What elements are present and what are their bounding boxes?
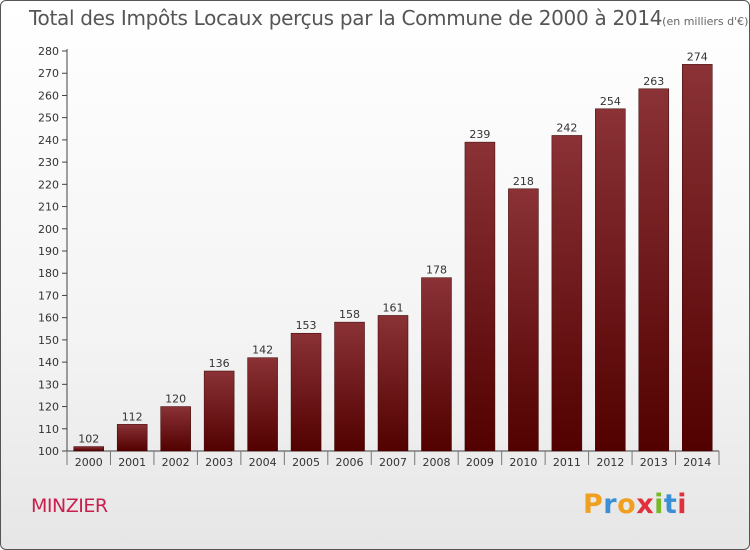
- x-tick-label-2011: 2011: [553, 456, 581, 469]
- logo-letter: t: [663, 489, 678, 520]
- data-label-2007: 161: [383, 301, 404, 314]
- x-tick-label-2005: 2005: [292, 456, 320, 469]
- bar-2012[interactable]: [595, 108, 626, 452]
- y-tick-label: 180: [38, 267, 59, 280]
- bar-2007[interactable]: [377, 315, 409, 452]
- x-tick-label-2006: 2006: [336, 456, 364, 469]
- bar-2006[interactable]: [334, 321, 365, 452]
- proxiti-logo[interactable]: Proxiti: [583, 489, 687, 520]
- data-label-2003: 136: [209, 357, 230, 370]
- y-tick-label: 120: [38, 401, 59, 414]
- y-tick-label: 220: [38, 178, 59, 191]
- logo-letter: i: [677, 489, 688, 520]
- logo-letter: o: [617, 489, 637, 520]
- chart-title: Total des Impôts Locaux perçus par la Co…: [29, 6, 749, 30]
- y-axis: 100 110 120 130 140 150 160 170 180 190 200 210 220 2…: [38, 45, 68, 458]
- data-label-2000: 102: [78, 433, 99, 446]
- bar-2002[interactable]: [160, 406, 191, 452]
- bar-2003[interactable]: [203, 370, 235, 452]
- y-tick-label: 230: [38, 156, 59, 169]
- y-tick-label: 190: [38, 245, 59, 258]
- data-label-2013: 263: [643, 75, 664, 88]
- x-tick-label-2014: 2014: [683, 456, 711, 469]
- y-tick-label: 140: [38, 356, 59, 369]
- data-label-2006: 158: [339, 308, 360, 321]
- y-tick-label: 260: [38, 89, 59, 102]
- bar-2008[interactable]: [421, 277, 452, 452]
- y-tick-label: 100: [38, 445, 59, 458]
- x-tick-label-2013: 2013: [640, 456, 668, 469]
- x-tick-label-2010: 2010: [509, 456, 537, 469]
- bar-series: [73, 64, 713, 452]
- data-label-2004: 142: [252, 344, 273, 357]
- data-label-2008: 178: [426, 264, 447, 277]
- y-tick-label: 240: [38, 134, 59, 147]
- x-axis: 2000 2001 2002 2003 2004 2005 2006 2007 2008 2009…: [66, 450, 720, 469]
- y-tick-label: 210: [38, 201, 59, 214]
- y-tick-label: 280: [38, 45, 59, 58]
- y-tick-label: 250: [38, 112, 59, 125]
- logo-letter: i: [654, 489, 664, 520]
- y-tick-label: 170: [38, 289, 59, 302]
- x-tick-label-2008: 2008: [422, 456, 450, 469]
- bar-2004[interactable]: [247, 357, 278, 452]
- logo-letter: r: [603, 489, 618, 520]
- data-labels: 102 112 120 136 142 153 158 161 178 239 218 242 254 2…: [78, 50, 708, 445]
- y-tick-label: 130: [38, 378, 59, 391]
- x-tick-label-2004: 2004: [249, 456, 277, 469]
- bar-2001[interactable]: [116, 424, 148, 452]
- bar-2009[interactable]: [464, 141, 496, 452]
- data-label-2005: 153: [296, 319, 317, 332]
- chart-subtitle: (en milliers d'€): [662, 15, 749, 28]
- y-tick-label: 160: [38, 312, 59, 325]
- data-label-2011: 242: [556, 121, 577, 134]
- y-tick-label: 150: [38, 334, 59, 347]
- data-label-2001: 112: [122, 410, 143, 423]
- logo-letter: x: [636, 489, 655, 520]
- y-tick-label: 270: [38, 67, 59, 80]
- data-label-2009: 239: [469, 128, 490, 141]
- bar-2005[interactable]: [290, 332, 322, 452]
- logo-letter: P: [583, 489, 604, 520]
- x-tick-label-2003: 2003: [205, 456, 233, 469]
- x-tick-label-2012: 2012: [596, 456, 624, 469]
- x-tick-label-2009: 2009: [466, 456, 494, 469]
- bar-2013[interactable]: [638, 88, 670, 452]
- commune-name: MINZIER: [31, 495, 108, 517]
- data-label-2012: 254: [600, 95, 621, 108]
- x-tick-label-2002: 2002: [162, 456, 190, 469]
- bar-2010[interactable]: [508, 188, 539, 452]
- data-label-2002: 120: [165, 393, 186, 406]
- bar-2011[interactable]: [551, 135, 583, 452]
- y-tick-label: 110: [38, 423, 59, 436]
- x-tick-label-2000: 2000: [75, 456, 103, 469]
- data-label-2010: 218: [513, 175, 534, 188]
- bar-2014[interactable]: [682, 64, 713, 452]
- x-tick-label-2007: 2007: [379, 456, 407, 469]
- x-tick-label-2001: 2001: [118, 456, 146, 469]
- y-tick-label: 200: [38, 223, 59, 236]
- bar-2000[interactable]: [73, 446, 104, 452]
- data-label-2014: 274: [687, 50, 708, 63]
